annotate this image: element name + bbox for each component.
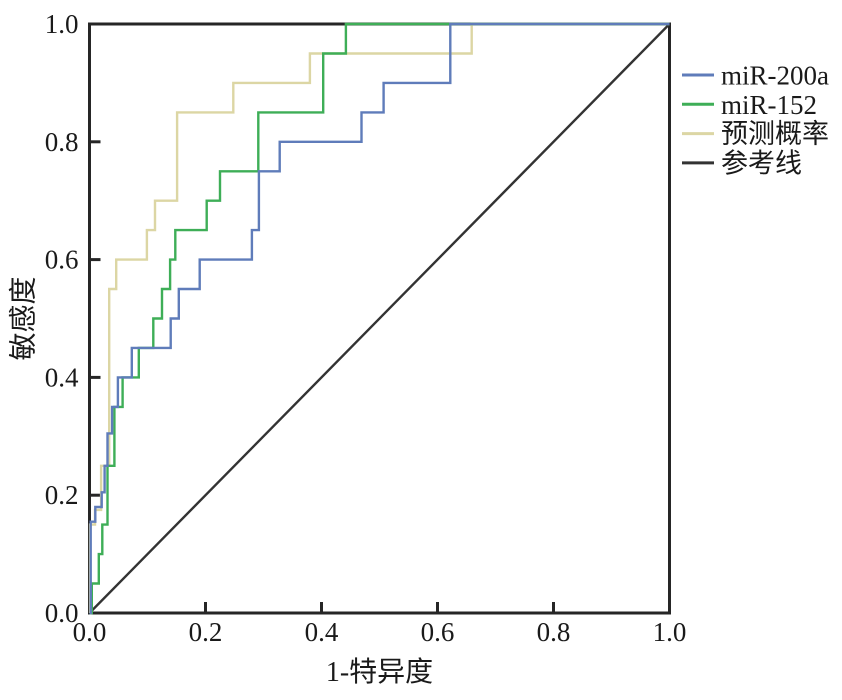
legend-label: miR-152 <box>721 90 817 120</box>
y-tick-label: 1.0 <box>45 9 79 39</box>
x-tick-label: 0.6 <box>421 617 455 647</box>
y-axis-title: 敏感度 <box>8 276 40 360</box>
x-tick-label: 0.8 <box>537 617 571 647</box>
x-axis-ticks: 0.0 0.2 0.4 0.6 0.8 1.0 <box>73 602 687 647</box>
y-tick-label: 0.8 <box>45 127 79 157</box>
legend-item: miR-152 <box>682 90 817 120</box>
x-axis-title: 1-特异度 <box>326 656 433 688</box>
legend-item: 参考线 <box>682 148 802 178</box>
curve-miR-200a <box>89 22 670 615</box>
y-tick-label: 0.0 <box>45 598 79 628</box>
curve-miR-152 <box>89 22 670 615</box>
x-tick-label: 0.0 <box>73 617 107 647</box>
roc-curves <box>88 22 671 615</box>
legend-label: miR-200a <box>721 61 829 91</box>
legend-item: miR-200a <box>682 61 829 91</box>
x-tick-label: 1.0 <box>653 617 687 647</box>
x-tick-label: 0.4 <box>305 617 339 647</box>
y-axis-ticks: 0.0 0.2 0.4 0.6 0.8 1.0 <box>45 9 101 628</box>
legend-label: 预测概率 <box>721 119 829 149</box>
curve-参考线 <box>88 23 671 614</box>
x-tick-label: 0.2 <box>189 617 223 647</box>
legend-label: 参考线 <box>721 148 802 178</box>
y-tick-label: 0.6 <box>45 245 79 275</box>
legend-item: 预测概率 <box>682 119 829 149</box>
y-tick-label: 0.4 <box>45 362 79 392</box>
y-tick-label: 0.2 <box>45 480 79 510</box>
